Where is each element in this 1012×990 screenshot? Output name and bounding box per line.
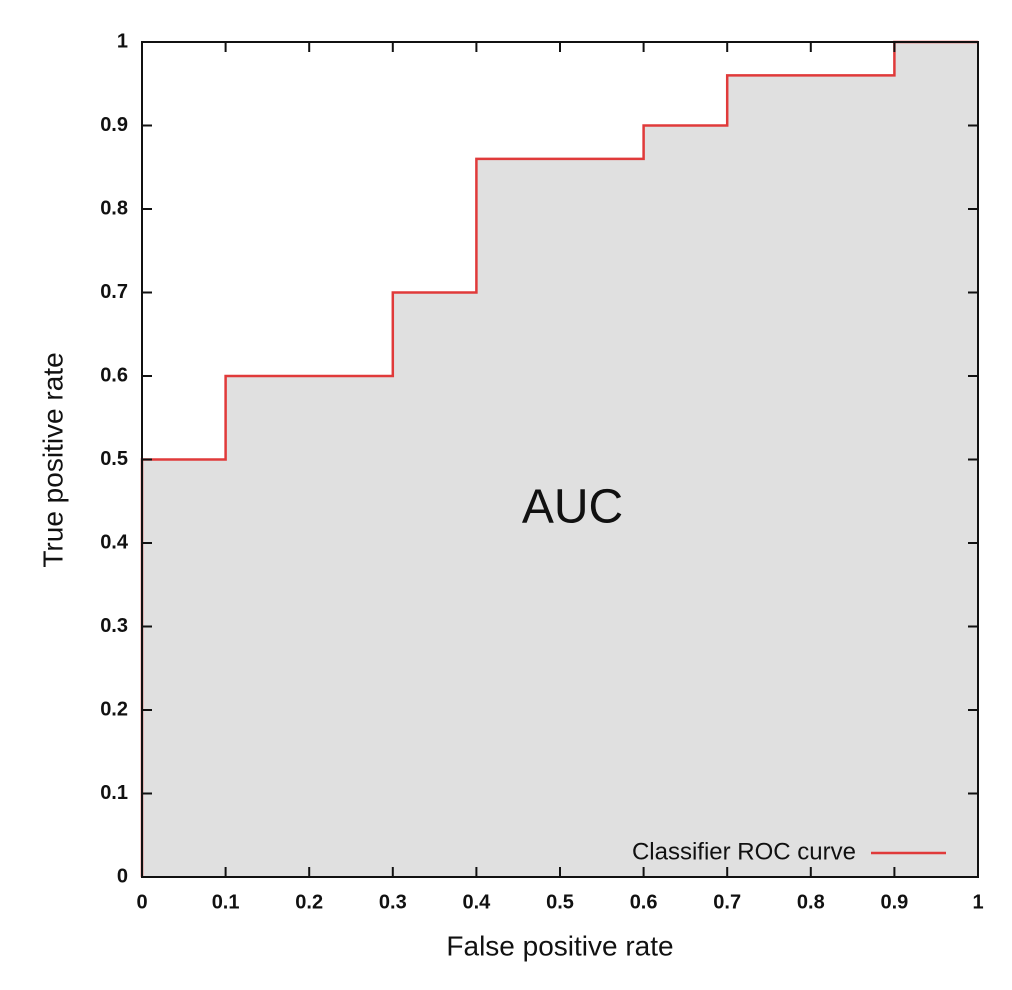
x-tick-label: 0.2	[295, 891, 323, 913]
x-tick-label: 0.9	[880, 891, 908, 913]
y-tick-label: 0.5	[100, 448, 128, 470]
x-tick-label: 0.5	[546, 891, 574, 913]
y-tick-label: 0.6	[100, 364, 128, 386]
y-tick-label: 0.3	[100, 615, 128, 637]
y-tick-label: 0.9	[100, 114, 128, 136]
x-tick-label: 0.6	[630, 891, 658, 913]
x-axis-label: False positive rate	[446, 930, 673, 961]
roc-curve	[140, 40, 978, 877]
y-tick-label: 0.7	[100, 281, 128, 303]
y-tick-label: 0.4	[100, 531, 129, 553]
auc-area	[142, 42, 978, 877]
x-tick-label: 1	[972, 891, 983, 913]
x-tick-label: 0.1	[212, 891, 240, 913]
x-tick-label: 0.4	[462, 891, 491, 913]
y-tick-label: 0.1	[100, 782, 128, 804]
x-tick-label: 0.7	[713, 891, 741, 913]
x-tick-label: 0	[136, 891, 147, 913]
y-tick-label: 1	[117, 30, 128, 52]
y-tick-label: 0.2	[100, 698, 128, 720]
x-tick-label: 0.3	[379, 891, 407, 913]
y-axis-label: True positive rate	[37, 352, 68, 567]
x-tick-label: 0.8	[797, 891, 825, 913]
y-tick-label: 0.8	[100, 197, 128, 219]
legend-label: Classifier ROC curve	[632, 838, 856, 865]
annotation: AUC	[522, 480, 623, 533]
y-tick-label: 0	[117, 865, 128, 887]
